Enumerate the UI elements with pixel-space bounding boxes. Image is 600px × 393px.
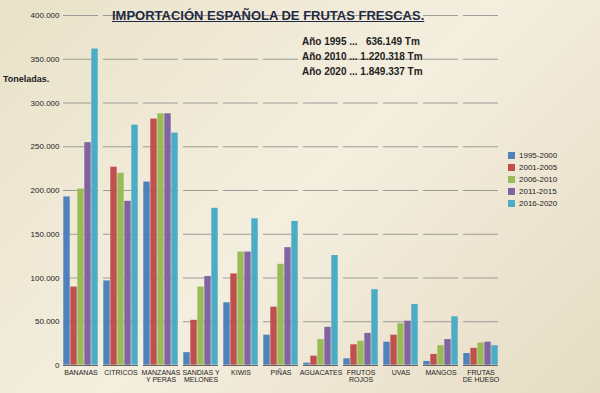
svg-text:FRUTASDE HUESO: FRUTASDE HUESO — [463, 369, 500, 383]
html-text:IMPORTACIÓN ESPAÑOLA DE FRUTAS: IMPORTACIÓN ESPAÑOLA DE FRUTAS FRESCAS. — [112, 8, 425, 23]
svg-text:FRUTOSROJOS: FRUTOSROJOS — [347, 369, 376, 383]
svg-text:UVAS: UVAS — [392, 369, 411, 376]
html-text:2016-2020: 2016-2020 — [519, 199, 558, 208]
html-text:2001-2005: 2001-2005 — [519, 163, 558, 172]
svg-text:250.000: 250.000 — [31, 142, 60, 151]
svg-text:100.000: 100.000 — [31, 274, 60, 283]
svg-text:50.000: 50.000 — [35, 317, 60, 326]
svg-text:MANZANASY PERAS: MANZANASY PERAS — [142, 369, 181, 383]
html-text:2006-2010: 2006-2010 — [519, 175, 558, 184]
html-text:Toneladas.: Toneladas. — [3, 74, 50, 84]
svg-text:MANGOS: MANGOS — [425, 369, 456, 376]
html-text:2011-2015: 2011-2015 — [519, 187, 557, 196]
svg-text:KIWIS: KIWIS — [231, 369, 251, 376]
html-text:Año 2020 ... 1.849.337 Tm: Año 2020 ... 1.849.337 Tm — [302, 66, 423, 77]
svg-text:350.000: 350.000 — [31, 55, 60, 64]
svg-text:200.000: 200.000 — [31, 186, 60, 195]
svg-text:CITRICOS: CITRICOS — [104, 369, 138, 376]
svg-text:PIÑAS: PIÑAS — [270, 368, 291, 376]
svg-text:400.000: 400.000 — [31, 11, 60, 20]
svg-text:AGUACATES: AGUACATES — [300, 369, 343, 376]
svg-text:0: 0 — [55, 361, 60, 370]
html-text:Año 2010 ... 1.220.318 Tm: Año 2010 ... 1.220.318 Tm — [302, 51, 423, 62]
svg-text:BANANAS: BANANAS — [64, 369, 98, 376]
html-text:1995-2000: 1995-2000 — [519, 151, 558, 160]
svg-text:300.000: 300.000 — [31, 99, 60, 108]
html-text:Año 1995 ... 636.149 Tm: Año 1995 ... 636.149 Tm — [302, 36, 420, 47]
svg-text:SANDIAS YMELONES: SANDIAS YMELONES — [182, 369, 220, 383]
svg-text:150.000: 150.000 — [31, 230, 60, 239]
